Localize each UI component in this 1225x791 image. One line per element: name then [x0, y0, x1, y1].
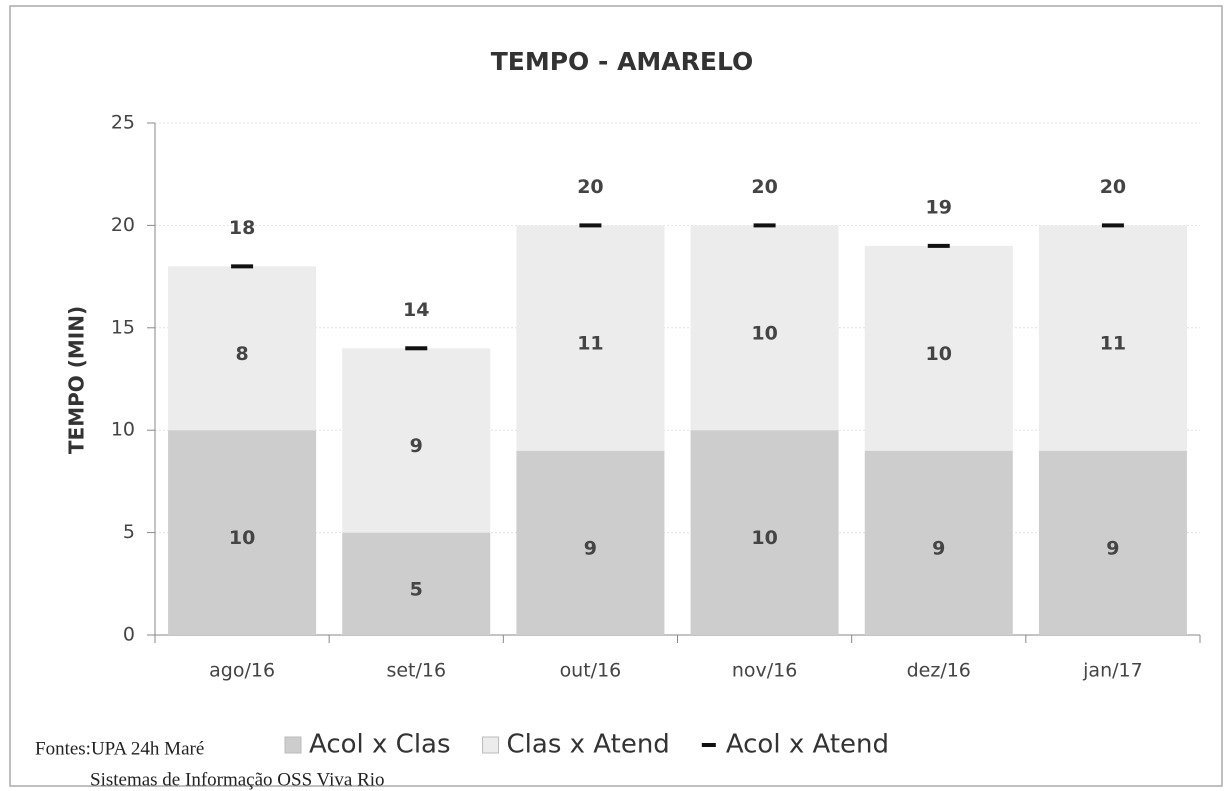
- y-tick-label: 10: [111, 419, 135, 441]
- data-label: 10: [229, 527, 255, 549]
- data-label: 18: [229, 217, 255, 239]
- total-marker: [231, 264, 254, 269]
- x-tick-label: set/16: [386, 660, 446, 682]
- legend-swatch: [482, 736, 500, 754]
- legend-label: Acol x Atend: [726, 730, 889, 760]
- bar-segment: [168, 266, 317, 431]
- total-marker: [753, 223, 776, 228]
- data-label: 20: [577, 176, 603, 198]
- legend-swatch: [284, 736, 302, 754]
- data-label: 10: [751, 322, 777, 344]
- data-label: 14: [403, 299, 429, 321]
- bar-segment: [1038, 225, 1187, 451]
- chart-title: TEMPO - AMARELO: [491, 47, 754, 76]
- data-label: 9: [584, 537, 597, 559]
- x-tick-label: dez/16: [907, 660, 971, 682]
- data-label: 9: [410, 435, 423, 457]
- bar-segment: [342, 348, 491, 533]
- total-marker: [405, 346, 428, 351]
- bar-segment: [516, 225, 665, 451]
- bar-segment: [516, 450, 665, 635]
- data-label: 9: [1106, 537, 1119, 559]
- bar-segment: [690, 225, 839, 431]
- total-marker: [579, 223, 602, 228]
- data-label: 10: [751, 527, 777, 549]
- total-marker: [1101, 223, 1124, 228]
- legend-label: Clas x Atend: [507, 730, 670, 760]
- bar-segment: [342, 532, 491, 635]
- data-label: 19: [926, 196, 952, 218]
- data-label: 8: [235, 343, 248, 365]
- legend-label: Acol x Clas: [309, 730, 451, 760]
- x-tick-label: nov/16: [732, 660, 798, 682]
- data-label: 9: [932, 537, 945, 559]
- data-label: 11: [1100, 333, 1126, 355]
- data-label: 11: [577, 333, 603, 355]
- x-tick-label: out/16: [560, 660, 622, 682]
- data-label: 20: [751, 176, 777, 198]
- y-tick-label: 5: [123, 521, 135, 543]
- legend-swatch: [701, 743, 716, 747]
- y-axis-label: TEMPO (MIN): [65, 306, 89, 454]
- bar-segment: [864, 245, 1013, 451]
- source-line: Fontes:UPA 24h Maré: [35, 738, 204, 759]
- y-tick-label: 25: [111, 112, 135, 134]
- y-tick-label: 0: [123, 624, 135, 646]
- bar-segment: [1038, 450, 1187, 635]
- data-label: 10: [926, 343, 952, 365]
- bar-segment: [168, 430, 317, 635]
- y-tick-label: 20: [111, 214, 135, 236]
- data-label: 5: [410, 578, 423, 600]
- total-marker: [927, 243, 950, 248]
- x-tick-label: jan/17: [1082, 660, 1143, 682]
- y-tick-label: 15: [111, 316, 135, 338]
- x-tick-label: ago/16: [209, 660, 275, 682]
- bar-segment: [864, 450, 1013, 635]
- bar-segment: [690, 430, 839, 635]
- source-line: Sistemas de Informação OSS Viva Rio: [90, 769, 385, 790]
- data-label: 20: [1100, 176, 1126, 198]
